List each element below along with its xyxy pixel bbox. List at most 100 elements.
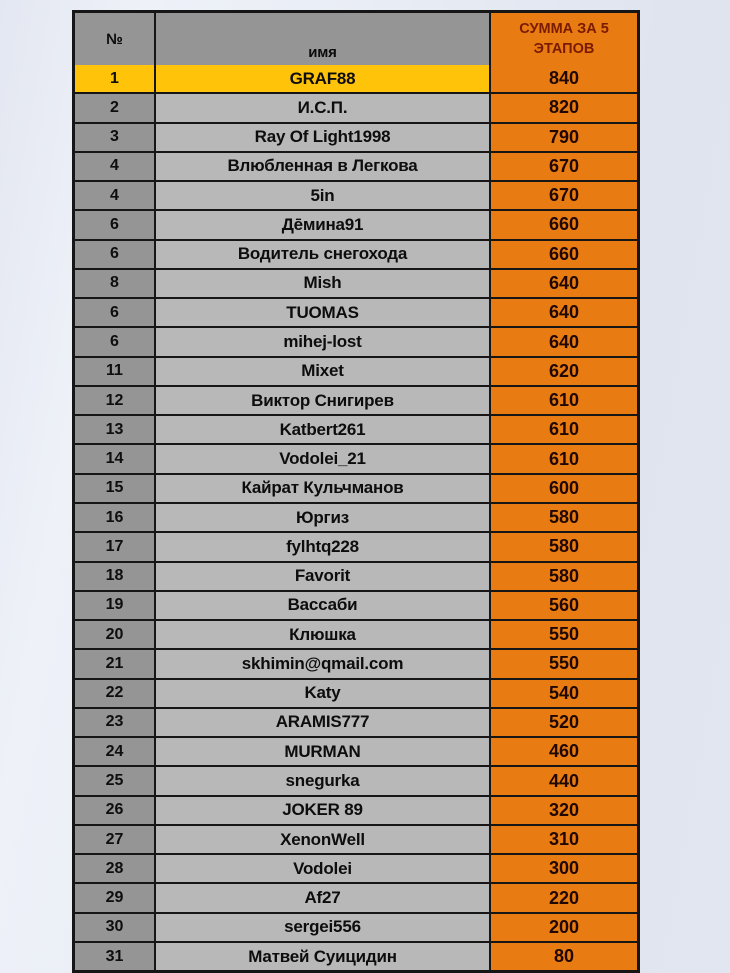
name-cell: Katy	[156, 679, 491, 707]
score-cell: 670	[491, 182, 637, 210]
table-row: 6 mihej-lost 640	[75, 326, 637, 356]
column-header-name: имя	[156, 13, 491, 65]
name-cell: Вассаби	[156, 591, 491, 620]
table-row: 3 Ray Of Light1998 790	[75, 121, 637, 151]
table-row: 18 Favorit 580	[75, 560, 637, 590]
table-row: 4 5in 670	[75, 180, 637, 210]
rank-cell: 28	[75, 855, 156, 883]
table-row: 31 Матвей Суицидин 80	[75, 940, 637, 971]
name-cell: sergei556	[156, 913, 491, 941]
score-cell: 600	[491, 474, 637, 502]
name-cell: fylhtq228	[156, 533, 491, 561]
name-cell: Влюбленная в Легкова	[156, 152, 491, 181]
table-row: 29 Af27 220	[75, 882, 637, 912]
score-cell: 560	[491, 591, 637, 620]
table-row: 14 Vodolei_21 610	[75, 443, 637, 473]
score-cell: 670	[491, 152, 637, 181]
rank-cell: 26	[75, 796, 156, 824]
score-cell: 320	[491, 796, 637, 824]
rank-cell: 11	[75, 357, 156, 385]
score-cell: 840	[491, 65, 637, 93]
rank-cell: 14	[75, 445, 156, 473]
table-row: 16 Юргиз 580	[75, 501, 637, 532]
rank-cell: 13	[75, 416, 156, 444]
column-header-score: СУММА ЗА 5 ЭТАПОВ	[491, 13, 637, 65]
table-row: 6 Водитель снегохода 660	[75, 238, 637, 268]
column-header-rank: №	[75, 13, 156, 65]
rank-cell: 16	[75, 503, 156, 532]
rank-cell: 6	[75, 328, 156, 356]
rank-cell: 4	[75, 152, 156, 181]
rank-cell: 23	[75, 708, 156, 737]
rank-cell: 1	[75, 65, 156, 93]
rank-cell: 6	[75, 240, 156, 268]
name-cell: Katbert261	[156, 416, 491, 444]
table-row: 21 skhimin@qmail.com 550	[75, 648, 637, 678]
score-cell: 540	[491, 679, 637, 707]
table-row: 27 XenonWell 310	[75, 823, 637, 854]
name-cell: Дēмина91	[156, 211, 491, 239]
table-row: 26 JOKER 89 320	[75, 794, 637, 824]
rank-cell: 2	[75, 94, 156, 122]
name-cell: Mish	[156, 269, 491, 298]
rank-cell: 4	[75, 182, 156, 210]
name-cell: XenonWell	[156, 825, 491, 854]
rank-cell: 20	[75, 621, 156, 649]
table-row: 20 Клюшка 550	[75, 619, 637, 649]
table-row: 6 Дēмина91 660	[75, 209, 637, 239]
name-cell: ARAMIS777	[156, 708, 491, 737]
score-cell: 220	[491, 884, 637, 912]
score-cell: 550	[491, 650, 637, 678]
rank-cell: 17	[75, 533, 156, 561]
rank-cell: 19	[75, 591, 156, 620]
table-row: 17 fylhtq228 580	[75, 531, 637, 561]
rank-cell: 12	[75, 386, 156, 415]
name-cell: Ray Of Light1998	[156, 123, 491, 151]
name-cell: JOKER 89	[156, 796, 491, 824]
table-row: 12 Виктор Снигирев 610	[75, 384, 637, 415]
rank-cell: 18	[75, 562, 156, 590]
score-cell: 440	[491, 767, 637, 795]
score-cell: 200	[491, 913, 637, 941]
score-cell: 580	[491, 503, 637, 532]
name-cell: Vodolei_21	[156, 445, 491, 473]
table-row: 22 Katy 540	[75, 677, 637, 707]
score-cell: 80	[491, 942, 637, 971]
table-row: 11 Mixet 620	[75, 355, 637, 385]
rank-cell: 24	[75, 738, 156, 766]
name-cell: Водитель снегохода	[156, 240, 491, 268]
name-cell: Favorit	[156, 562, 491, 590]
score-cell: 610	[491, 386, 637, 415]
rank-cell: 27	[75, 825, 156, 854]
name-cell: И.С.П.	[156, 94, 491, 122]
rank-cell: 3	[75, 123, 156, 151]
name-cell: mihej-lost	[156, 328, 491, 356]
table-row: 6 TUOMAS 640	[75, 297, 637, 327]
name-cell: Mixet	[156, 357, 491, 385]
name-cell: Клюшка	[156, 621, 491, 649]
score-cell: 520	[491, 708, 637, 737]
table-row: 24 MURMAN 460	[75, 736, 637, 766]
rank-cell: 30	[75, 913, 156, 941]
score-cell: 610	[491, 416, 637, 444]
rank-cell: 29	[75, 884, 156, 912]
rank-cell: 21	[75, 650, 156, 678]
score-cell: 580	[491, 562, 637, 590]
table-row: 15 Кайрат Кульчманов 600	[75, 472, 637, 502]
name-cell: 5in	[156, 182, 491, 210]
score-cell: 580	[491, 533, 637, 561]
rank-cell: 25	[75, 767, 156, 795]
name-cell: Матвей Суицидин	[156, 942, 491, 971]
score-cell: 550	[491, 621, 637, 649]
rank-cell: 31	[75, 942, 156, 971]
name-cell: GRAF88	[156, 65, 491, 93]
score-cell: 640	[491, 328, 637, 356]
rank-cell: 6	[75, 299, 156, 327]
rank-cell: 8	[75, 269, 156, 298]
score-cell: 660	[491, 211, 637, 239]
name-cell: Виктор Снигирев	[156, 386, 491, 415]
leaderboard-table: № имя СУММА ЗА 5 ЭТАПОВ 1 GRAF88 840 2 И.С.П…	[72, 10, 640, 973]
score-cell: 640	[491, 269, 637, 298]
rank-cell: 6	[75, 211, 156, 239]
name-cell: TUOMAS	[156, 299, 491, 327]
